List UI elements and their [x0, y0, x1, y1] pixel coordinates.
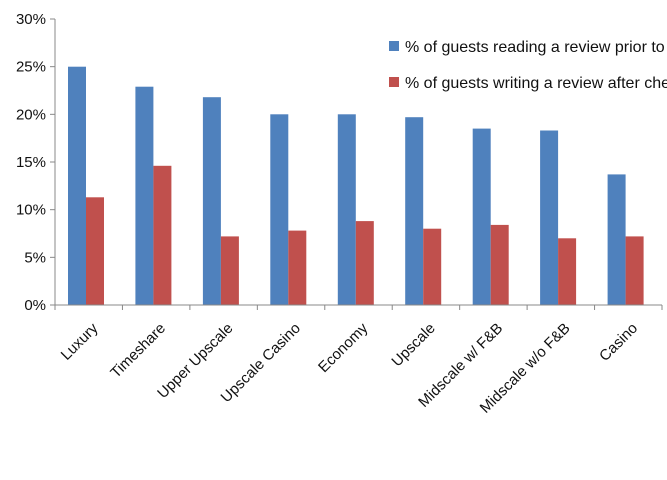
bar-s1-4 [355, 221, 374, 305]
bar-s0-4 [337, 114, 356, 305]
bar-s0-0 [68, 66, 86, 305]
bar-s0-2 [202, 97, 221, 305]
x-category-label-8: Casino [596, 320, 641, 365]
legend: % of guests reading a review prior to bo… [389, 39, 667, 92]
bar-s0-7 [540, 130, 559, 305]
bar-s1-8 [625, 236, 644, 305]
y-tick-label-2: 10% [16, 202, 46, 219]
y-tick-label-6: 30% [16, 11, 46, 28]
bar-s1-1 [153, 165, 172, 305]
x-category-label-1: Timeshare [107, 320, 169, 382]
bar-s0-5 [405, 117, 424, 305]
bar-s0-8 [607, 174, 626, 305]
legend-label-writing: % of guests writing a review after check… [405, 75, 667, 92]
bar-s1-0 [86, 197, 104, 305]
x-category-label-0: Luxury [58, 319, 102, 363]
bar-s1-5 [423, 228, 442, 305]
y-tick-label-5: 25% [16, 59, 46, 76]
bar-s0-6 [472, 128, 491, 305]
x-category-label-5: Upscale [388, 320, 438, 370]
y-tick-label-4: 20% [16, 106, 46, 123]
bar-s1-3 [288, 230, 307, 305]
bar-s1-7 [558, 238, 577, 305]
legend-swatch-reading [389, 41, 399, 51]
legend-label-reading: % of guests reading a review prior to bo… [405, 39, 667, 56]
legend-swatch-writing [389, 77, 399, 87]
y-tick-label-0: 0% [24, 297, 46, 314]
bar-s1-6 [490, 224, 509, 305]
bars-layer [68, 66, 644, 305]
x-category-label-4: Economy [315, 319, 372, 376]
y-tick-label-3: 15% [16, 154, 46, 171]
bar-s0-3 [270, 114, 289, 305]
bar-s0-1 [135, 86, 154, 305]
y-tick-label-1: 5% [24, 249, 46, 266]
bar-s1-2 [220, 236, 239, 305]
